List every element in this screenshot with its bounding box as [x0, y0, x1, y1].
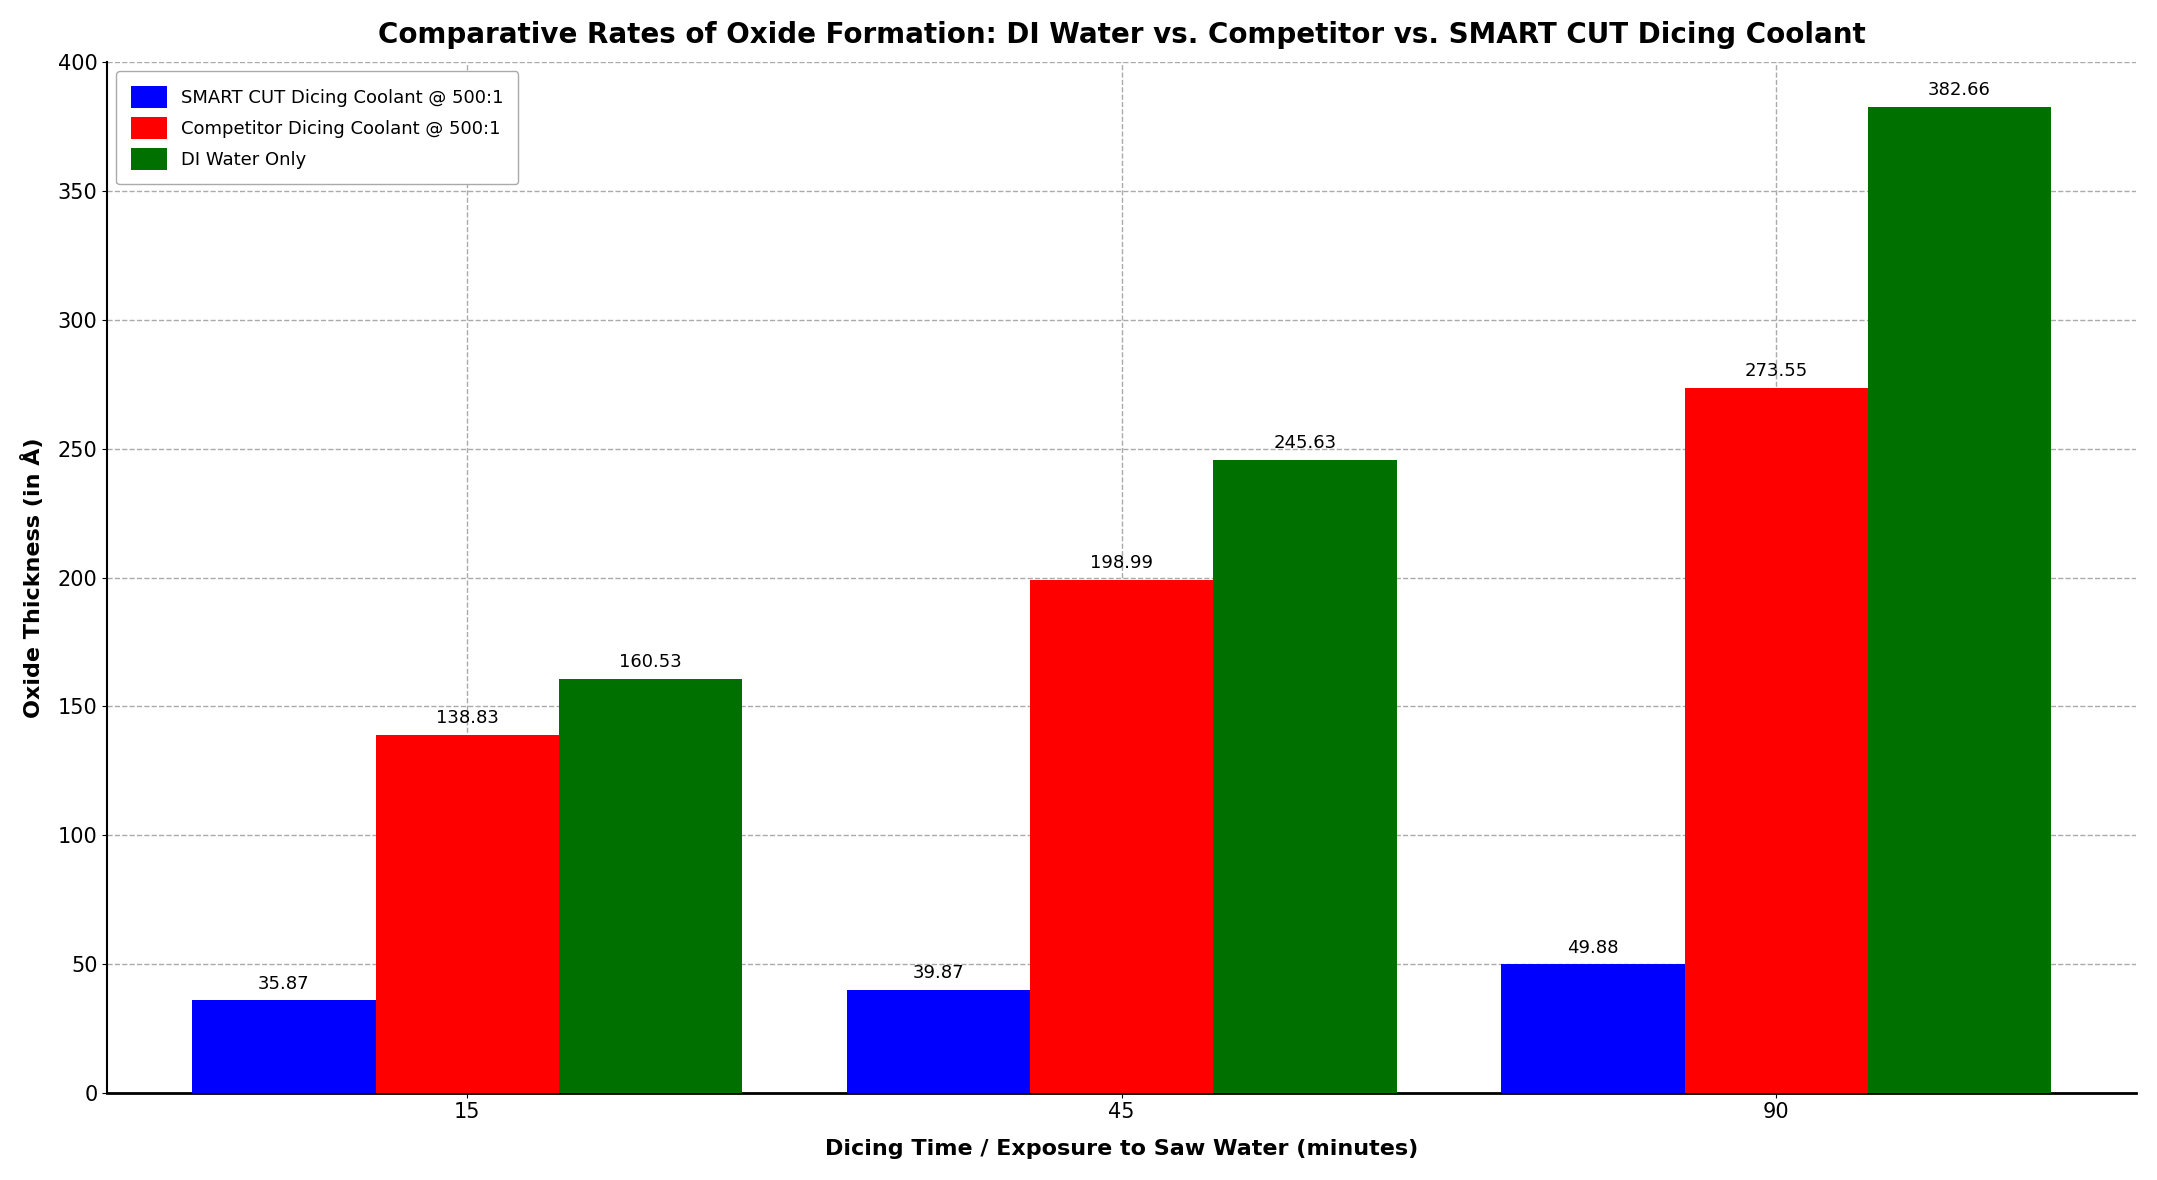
- Bar: [192, 1001, 375, 1093]
- Text: 245.63: 245.63: [1273, 434, 1337, 452]
- Bar: [559, 680, 742, 1093]
- Bar: [1212, 460, 1396, 1093]
- Bar: [1031, 581, 1212, 1093]
- Text: 382.66: 382.66: [1928, 81, 1991, 99]
- Bar: [1868, 107, 2051, 1093]
- Bar: [1685, 388, 1868, 1093]
- Text: 273.55: 273.55: [1745, 362, 1808, 380]
- Text: 39.87: 39.87: [912, 964, 964, 982]
- Text: 35.87: 35.87: [259, 975, 311, 992]
- Text: 138.83: 138.83: [436, 709, 498, 727]
- Text: 49.88: 49.88: [1568, 938, 1618, 957]
- Title: Comparative Rates of Oxide Formation: DI Water vs. Competitor vs. SMART CUT Dici: Comparative Rates of Oxide Formation: DI…: [377, 21, 1866, 48]
- X-axis label: Dicing Time / Exposure to Saw Water (minutes): Dicing Time / Exposure to Saw Water (min…: [826, 1139, 1419, 1159]
- Text: 160.53: 160.53: [619, 654, 682, 671]
- Text: 198.99: 198.99: [1089, 555, 1154, 572]
- Bar: [1501, 964, 1685, 1093]
- Bar: [375, 735, 559, 1093]
- Legend: SMART CUT Dicing Coolant @ 500:1, Competitor Dicing Coolant @ 500:1, DI Water On: SMART CUT Dicing Coolant @ 500:1, Compet…: [116, 71, 518, 184]
- Y-axis label: Oxide Thickness (in Å): Oxide Thickness (in Å): [22, 438, 43, 717]
- Bar: [848, 990, 1031, 1093]
